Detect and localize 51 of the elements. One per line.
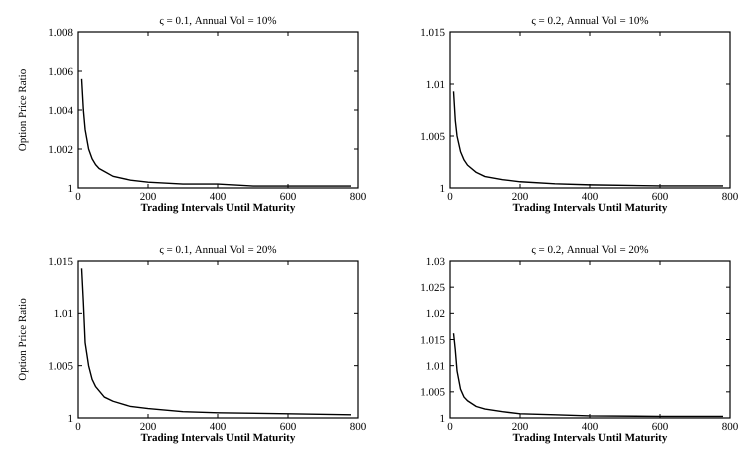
y-tick-label: 1.002 — [48, 144, 73, 156]
x-tick-label: 400 — [582, 191, 599, 203]
x-axis-title: Trading Intervals Until Maturity — [512, 202, 668, 214]
x-tick-label: 800 — [350, 191, 367, 203]
x-tick-label: 0 — [75, 191, 82, 203]
x-tick-label: 200 — [140, 421, 157, 433]
x-tick-label: 200 — [512, 191, 529, 203]
x-tick-label: 200 — [512, 421, 529, 433]
y-tick-label: 1.015 — [48, 256, 74, 268]
y-tick-label: 1.01 — [426, 78, 445, 91]
x-tick-label: 600 — [652, 421, 669, 433]
y-tick-label: 1.005 — [48, 360, 74, 373]
y-tick-label: 1.01 — [426, 360, 445, 373]
x-tick-label: 800 — [722, 421, 739, 433]
x-tick-label: 0 — [447, 421, 454, 433]
x-tick-label: 800 — [722, 191, 739, 203]
y-axis-title: Option Price Ratio — [17, 298, 29, 381]
y-tick-label: 1.004 — [48, 104, 74, 117]
chart-title: ς = 0.1, Annual Vol = 20% — [159, 244, 277, 256]
x-tick-label: 600 — [652, 191, 669, 203]
chart-title: ς = 0.1, Annual Vol = 10% — [159, 15, 277, 27]
chart-title: ς = 0.2, Annual Vol = 10% — [531, 15, 649, 27]
y-tick-label: 1.02 — [426, 308, 445, 320]
y-tick-label: 1.015 — [420, 26, 446, 39]
line-series — [80, 268, 352, 416]
y-axis-title: Option Price Ratio — [17, 68, 29, 152]
x-tick-label: 800 — [350, 421, 367, 433]
y-tick-label: 1.03 — [426, 256, 446, 268]
y-tick-label: 1.006 — [48, 66, 74, 78]
x-tick-label: 600 — [280, 421, 297, 433]
y-tick-label: 1 — [68, 182, 73, 195]
y-tick-label: 1.01 — [54, 308, 73, 320]
x-tick-label: 400 — [210, 421, 227, 433]
y-tick-label: 1 — [68, 412, 73, 425]
x-tick-label: 200 — [140, 191, 157, 203]
x-tick-label: 0 — [75, 421, 82, 433]
y-tick-label: 1 — [440, 412, 445, 425]
x-axis-title: Trading Intervals Until Maturity — [512, 432, 668, 444]
x-tick-label: 400 — [582, 421, 599, 433]
y-tick-label: 1.008 — [48, 26, 74, 39]
x-tick-label: 0 — [447, 191, 454, 203]
y-tick-label: 1.005 — [420, 130, 446, 143]
y-tick-label: 1.005 — [420, 386, 446, 399]
x-axis-title: Trading Intervals Until Maturity — [140, 432, 296, 444]
chart-title: ς = 0.2, Annual Vol = 20% — [531, 244, 649, 256]
x-axis-title: Trading Intervals Until Maturity — [140, 202, 296, 214]
y-tick-label: 1.025 — [420, 282, 446, 294]
x-tick-label: 400 — [210, 191, 227, 203]
x-tick-label: 600 — [280, 191, 297, 203]
y-tick-label: 1 — [440, 182, 445, 195]
y-tick-label: 1.015 — [420, 334, 446, 346]
